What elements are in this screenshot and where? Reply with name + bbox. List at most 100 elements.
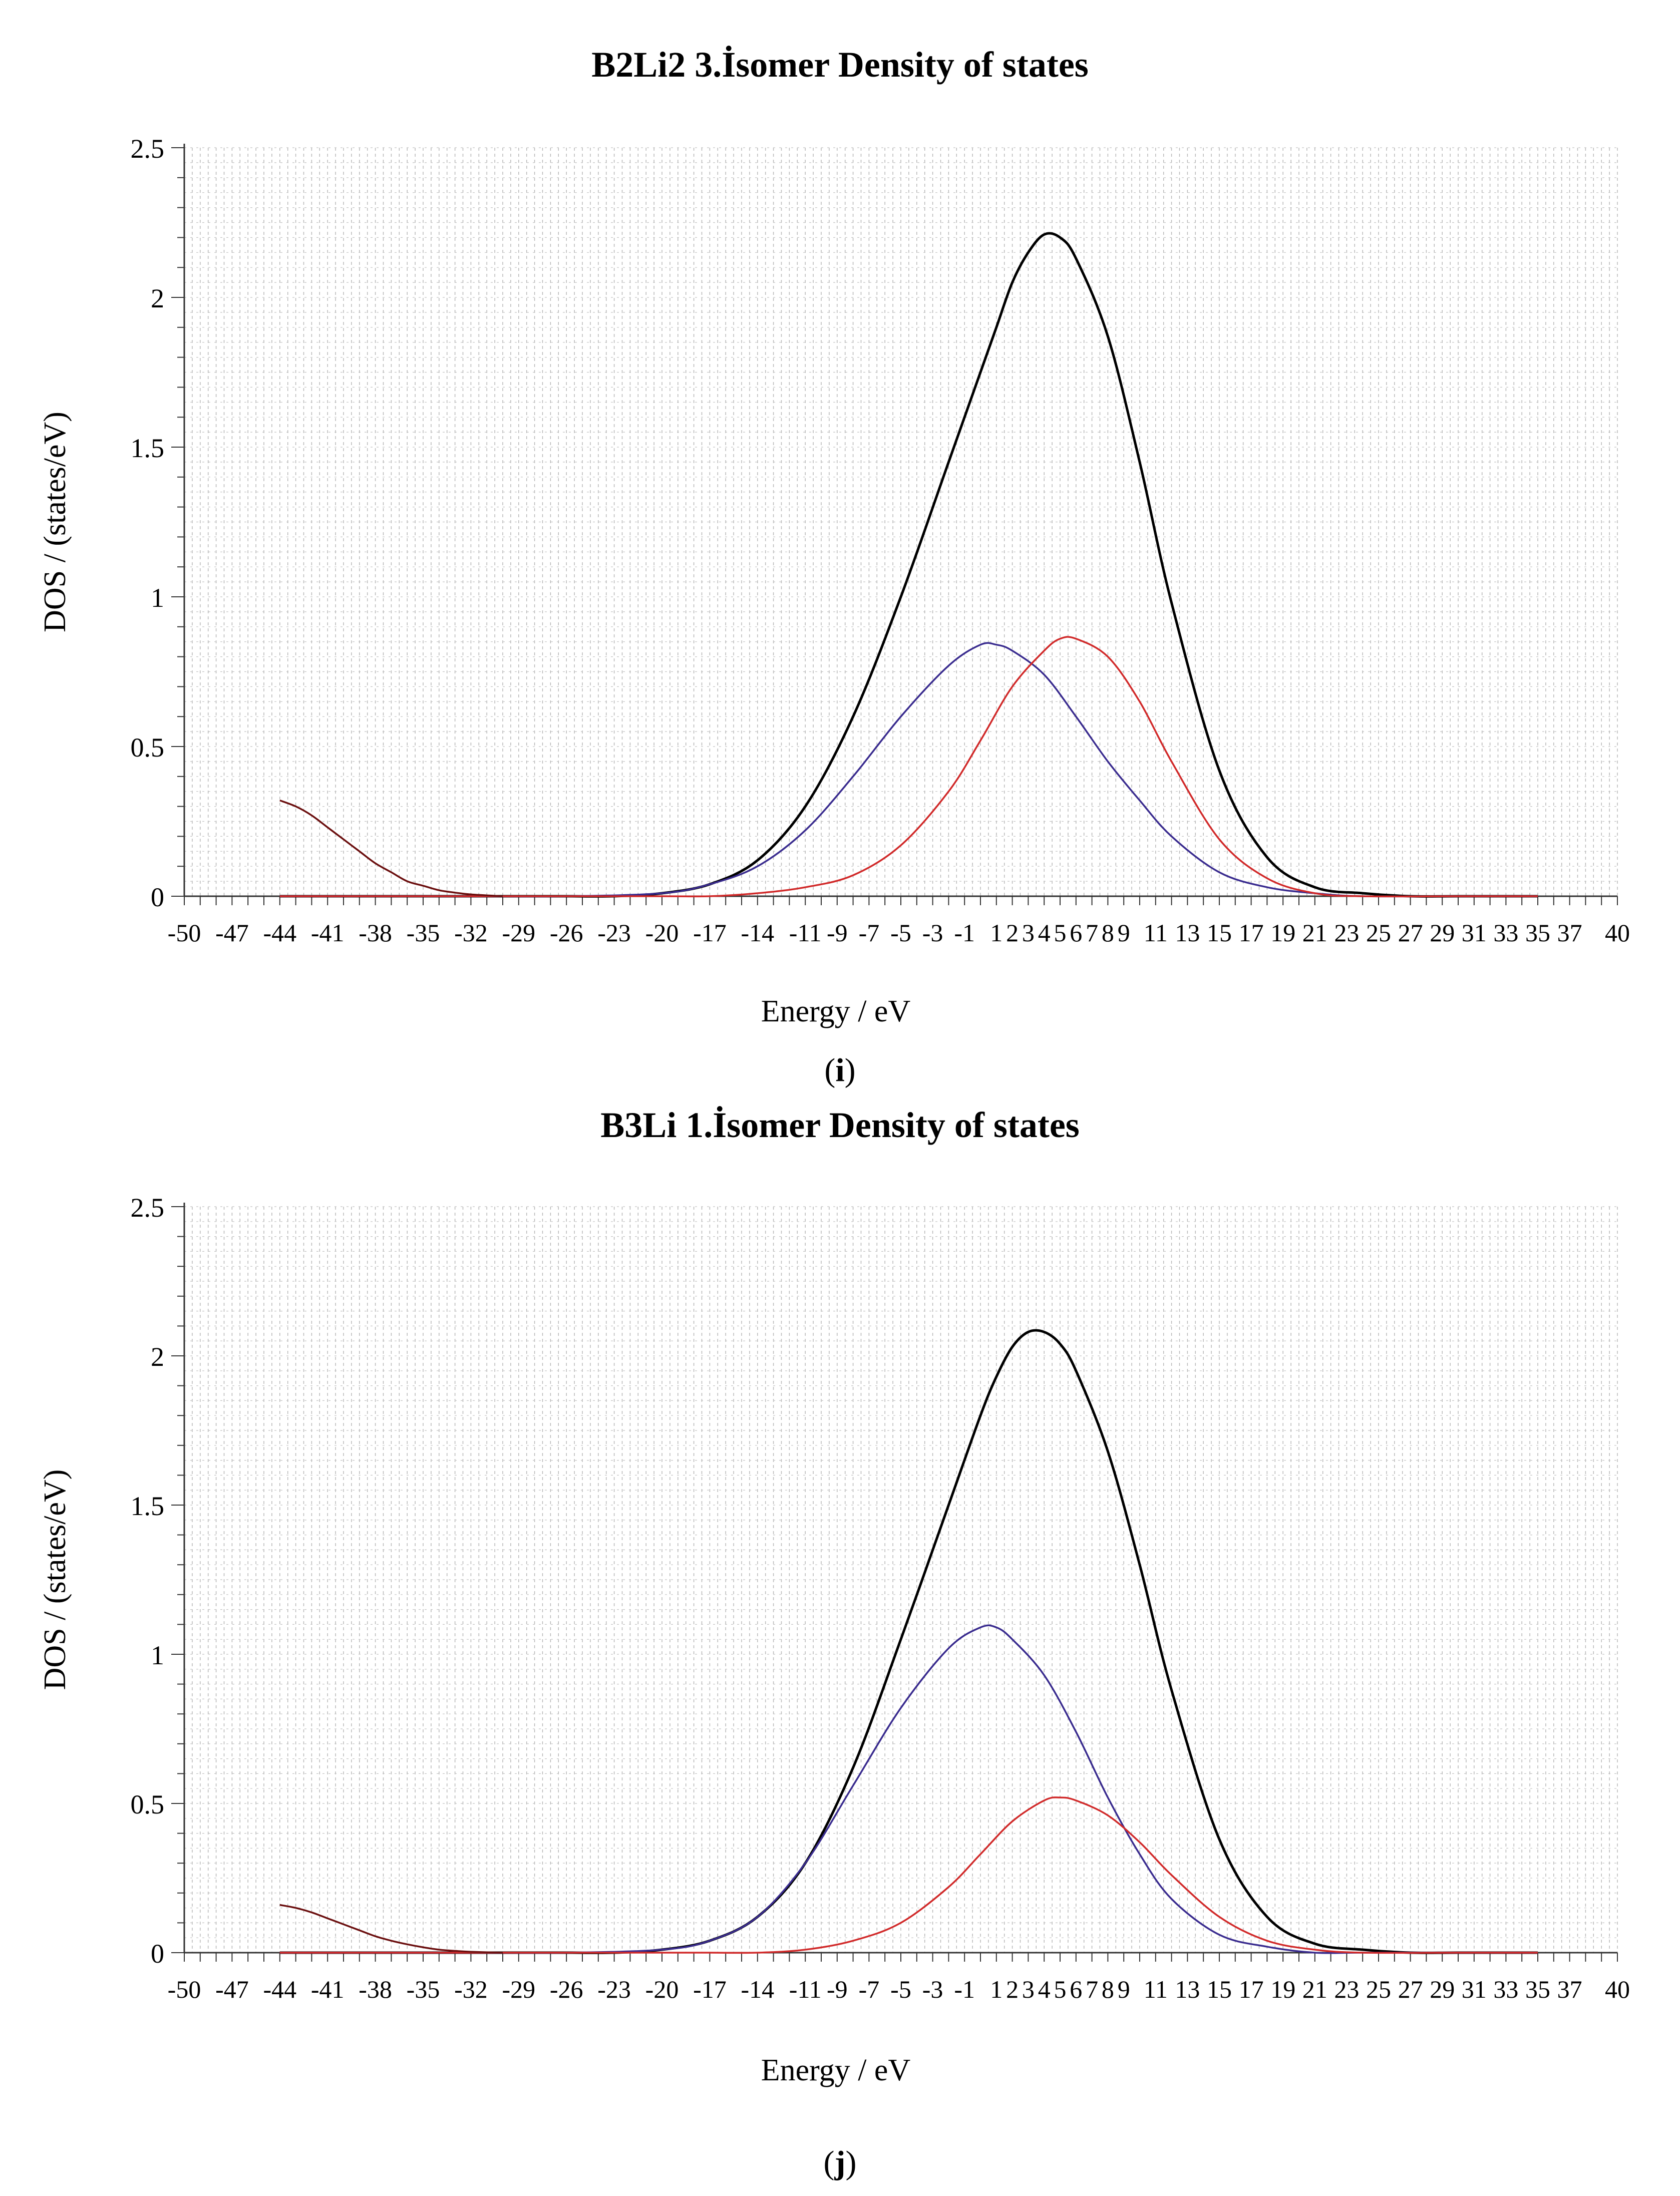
x-tick-label: 4 [1038, 919, 1051, 947]
x-tick-label: 1 [990, 1975, 1002, 2003]
x-tick-label: 17 [1239, 1975, 1264, 2003]
panel-caption: (i) [824, 1052, 856, 1088]
x-tick-label: 27 [1398, 1975, 1423, 2003]
y-tick-label: 2 [151, 1342, 164, 1372]
x-tick-label: 6 [1070, 919, 1082, 947]
x-tick-label: -9 [827, 1975, 848, 2003]
x-axis-label: Energy / eV [761, 994, 911, 1028]
x-tick-label: 35 [1525, 1975, 1550, 2003]
x-tick-label: 17 [1239, 919, 1264, 947]
x-tick-label: 35 [1525, 919, 1550, 947]
x-tick-label: -38 [359, 919, 392, 947]
x-tick-label: 23 [1334, 1975, 1359, 2003]
x-tick-label: 11 [1144, 919, 1168, 947]
x-tick-label: 15 [1207, 1975, 1232, 2003]
x-tick-label: -50 [168, 1975, 201, 2003]
x-tick-label: 23 [1334, 919, 1359, 947]
x-tick-label: 21 [1302, 919, 1327, 947]
y-tick-label: 2.5 [131, 134, 165, 164]
x-tick-label: 19 [1270, 919, 1295, 947]
chart-title: B3Li 1.İsomer Density of states [600, 1105, 1080, 1145]
x-tick-label: 5 [1054, 1975, 1067, 2003]
x-tick-label: -41 [311, 919, 345, 947]
series-line-low-energy [279, 799, 503, 897]
x-tick-label: 3 [1022, 1975, 1035, 2003]
x-tick-label: -9 [827, 919, 848, 947]
x-tick-label: 4 [1038, 1975, 1051, 2003]
series-line-red [279, 1796, 1538, 1954]
x-tick-label: 25 [1366, 919, 1391, 947]
x-tick-label: 11 [1144, 1975, 1168, 2003]
x-tick-label: 2 [1006, 919, 1019, 947]
y-tick-label: 2.5 [131, 1193, 165, 1223]
x-tick-label: 15 [1207, 919, 1232, 947]
x-tick-label: 8 [1102, 1975, 1114, 2003]
x-tick-label: -1 [954, 919, 975, 947]
x-tick-label: 27 [1398, 919, 1423, 947]
x-tick-label: -32 [454, 1975, 488, 2003]
x-tick-label: -41 [311, 1975, 345, 2003]
x-tick-label: 31 [1462, 919, 1487, 947]
x-axis-label: Energy / eV [761, 2053, 911, 2087]
chart-title: B2Li2 3.İsomer Density of states [591, 45, 1089, 85]
chart-panel-i: B2Li2 3.İsomer Density of states 0 0.5 1 1.… [38, 45, 1630, 1088]
x-tick-label: -17 [693, 919, 727, 947]
x-tick-label: -47 [215, 1975, 249, 2003]
x-tick-label: 1 [990, 919, 1002, 947]
x-tick-label: -35 [407, 1975, 440, 2003]
x-tick-label: -47 [215, 919, 249, 947]
x-tick-label: -5 [890, 919, 911, 947]
x-tick-label: -5 [890, 1975, 911, 2003]
x-tick-label: 7 [1086, 1975, 1098, 2003]
y-tick-label: 1 [151, 583, 164, 613]
x-tick-label: -29 [502, 1975, 535, 2003]
x-tick-label: -26 [550, 919, 583, 947]
x-tick-label: -3 [922, 1975, 943, 2003]
x-tick-label: -3 [922, 919, 943, 947]
x-tick-label: -11 [789, 919, 822, 947]
x-tick-label: 9 [1118, 1975, 1130, 2003]
chart-panel-j: B3Li 1.İsomer Density of states 0 0.5 1 1.5… [0, 1102, 1680, 2196]
x-tick-label: 40 [1605, 919, 1630, 947]
x-tick-label: -14 [741, 1975, 774, 2003]
x-tick-label: 9 [1118, 919, 1130, 947]
x-tick-label: 37 [1557, 1975, 1582, 2003]
y-tick-label: 0.5 [131, 733, 165, 763]
y-tick-label: 1.5 [131, 433, 165, 463]
x-tick-label: 40 [1605, 1975, 1630, 2003]
x-tick-label: 13 [1175, 1975, 1200, 2003]
x-tick-label: -50 [168, 919, 201, 947]
y-tick-label: 2 [151, 283, 164, 313]
x-tick-label: -23 [597, 1975, 631, 2003]
x-tick-label: -11 [789, 1975, 822, 2003]
dos-chart-j: 00.511.522.5-50 -47 -44 -41 -38 -35 -32 -29 -26-… [38, 1193, 1630, 2087]
x-tick-label: -17 [693, 1975, 727, 2003]
x-tick-label: 33 [1493, 1975, 1518, 2003]
x-tick-label: 37 [1557, 919, 1582, 947]
x-tick-label: -7 [859, 1975, 880, 2003]
y-tick-label: 1.5 [131, 1491, 165, 1521]
x-tick-label: 6 [1070, 1975, 1082, 2003]
x-tick-label: 2 [1006, 1975, 1019, 2003]
x-tick-label: 29 [1430, 1975, 1455, 2003]
x-tick-label: -29 [502, 919, 535, 947]
x-tick-label: -35 [407, 919, 440, 947]
x-tick-label: -20 [645, 1975, 679, 2003]
series-line-low-energy [279, 1904, 503, 1954]
grid [184, 147, 1618, 897]
series-line-red [279, 636, 1538, 898]
x-tick-label: 33 [1493, 919, 1518, 947]
x-tick-label: -26 [550, 1975, 583, 2003]
x-tick-label: -38 [359, 1975, 392, 2003]
x-tick-label: -14 [741, 919, 774, 947]
x-tick-label: 8 [1102, 919, 1114, 947]
x-tick-label: -7 [859, 919, 880, 947]
x-tick-label: -20 [645, 919, 679, 947]
y-tick-label: 1 [151, 1640, 164, 1670]
x-tick-label: 5 [1054, 919, 1067, 947]
x-tick-label: 7 [1086, 919, 1098, 947]
grid [184, 1206, 1618, 1953]
panel-caption: (j) [823, 2144, 857, 2181]
x-tick-label: 21 [1302, 1975, 1327, 2003]
x-tick-label: -1 [954, 1975, 975, 2003]
